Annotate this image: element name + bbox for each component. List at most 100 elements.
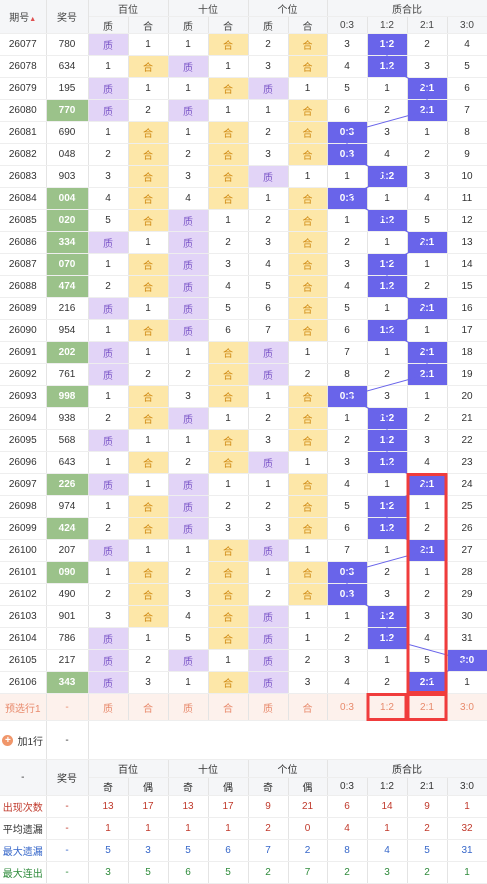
prediction-cell-0[interactable]: 质 [88,693,129,721]
position-cell: 4 [168,605,209,628]
table-row[interactable]: 26106 343 质 3 1 合质 3 4 2 2:1 1 [0,671,487,694]
ratio-cell-3: 31 [447,627,487,650]
ratio-cell-3: 20 [447,385,487,408]
position-cell: 1 [88,55,129,78]
issue-cell: 26080 [0,99,47,122]
hundreds-header: 百位 [88,0,169,17]
ratio-cell-0: 1 [327,605,368,628]
position-cell: 质 [168,297,209,320]
stats-value: 2 [327,861,368,884]
ratio-cell-3: 19 [447,363,487,386]
ratio-cell-2: 3 [407,55,448,78]
prediction-cell-7[interactable]: 1:2 [367,693,408,721]
table-row[interactable]: 26078 634 1 合质 1 3 合 4 1:2 3 5 [0,55,487,78]
table-row[interactable]: 26094 938 2 合质 1 2 合 1 1:2 2 21 [0,407,487,430]
ratio-cell-1: 1:2 [367,429,408,452]
table-row[interactable]: 26082 048 2 合 2 合 3 合 0:3 4 2 9 [0,143,487,166]
table-row[interactable]: 26089 216 质 1 质 5 6 合 5 1 2:1 16 [0,297,487,320]
issue-cell: 26096 [0,451,47,474]
table-row[interactable]: 26091 202 质 1 1 合质 1 7 1 2:1 18 [0,341,487,364]
table-row[interactable]: 26103 901 3 合 4 合质 1 1 1:2 3 30 [0,605,487,628]
sort-icon[interactable]: ▲ [29,16,37,23]
position-cell: 2 [288,649,328,672]
stats-sub-4: 奇 [248,777,289,796]
prediction-cell-1[interactable]: 合 [128,693,169,721]
position-cell: 1 [288,77,328,100]
position-cell: 质 [88,627,129,650]
table-row[interactable]: 26081 690 1 合 1 合 2 合 0:3 3 1 8 [0,121,487,144]
ratio-cell-1: 1:2 [367,275,408,298]
table-row[interactable]: 26077 780 质 1 1 合 2 合 3 1:2 2 4 [0,33,487,56]
table-row[interactable]: 26093 998 1 合 3 合 1 合 0:3 3 1 20 [0,385,487,408]
prediction-cell-8[interactable]: 2:1 [407,693,448,721]
stats-sub-0: 奇 [88,777,129,796]
table-row[interactable]: 26097 226 质 1 质 1 1 合 4 1 2:1 24 [0,473,487,496]
position-cell: 1 [288,165,328,188]
prediction-cell-9[interactable]: 3:0 [447,693,487,721]
ratio-cell-0: 1 [327,209,368,232]
position-cell: 2 [128,649,169,672]
ratio-cell-3: 27 [447,539,487,562]
position-cell: 合 [288,495,328,518]
table-row[interactable]: 26084 004 4 合 4 合 1 合 0:3 1 4 11 [0,187,487,210]
table-row[interactable]: 26098 974 1 合质 2 2 合 5 1:2 1 25 [0,495,487,518]
position-cell: 质 [248,77,289,100]
table-row[interactable]: 26083 903 3 合 3 合质 1 1 1:2 3 10 [0,165,487,188]
table-row[interactable]: 26080 770 质 2 质 1 1 合 6 2 2:1 7 [0,99,487,122]
table-row[interactable]: 26092 761 质 2 2 合质 2 8 2 2:1 19 [0,363,487,386]
prediction-cell-6[interactable]: 0:3 [327,693,368,721]
stats-value: 1 [447,861,487,884]
position-cell: 合 [128,253,169,276]
ratio-cell-1: 1 [367,297,408,320]
issue-header[interactable]: 期号▲ [0,0,47,34]
issue-cell: 26097 [0,473,47,496]
stats-value: 9 [248,795,289,818]
ratio-cell-3: 29 [447,583,487,606]
position-cell: 3 [88,165,129,188]
table-row[interactable]: 26104 786 质 1 5 合质 1 2 1:2 4 31 [0,627,487,650]
position-cell: 4 [248,253,289,276]
table-row[interactable]: 26088 474 2 合质 4 5 合 4 1:2 2 15 [0,275,487,298]
prediction-cell-3[interactable]: 合 [208,693,249,721]
add-row-button[interactable]: + 加1行 [2,733,43,748]
table-row[interactable]: 26101 090 1 合 2 合 1 合 0:3 2 1 28 [0,561,487,584]
table-row[interactable]: 26105 217 质 2 质 1 质 2 3 1 5 3:0 [0,649,487,672]
ratio-cell-3: 4 [447,33,487,56]
prediction-cell-5[interactable]: 合 [288,693,328,721]
table-row[interactable]: 26096 643 1 合 2 合质 1 3 1:2 4 23 [0,451,487,474]
prediction-cell-2[interactable]: 质 [168,693,209,721]
table-row[interactable]: 26086 334 质 1 质 2 3 合 2 1 2:1 13 [0,231,487,254]
position-cell: 2 [168,143,209,166]
prediction-label[interactable]: 预选行1 [0,693,47,721]
prediction-cell-4[interactable]: 质 [248,693,289,721]
table-row[interactable]: 26102 490 2 合 3 合 2 合 0:3 3 2 29 [0,583,487,606]
table-row[interactable]: 26085 020 5 合质 1 2 合 1 1:2 5 12 [0,209,487,232]
ratio-cell-1: 1:2 [367,165,408,188]
table-row[interactable]: 26099 424 2 合质 3 3 合 6 1:2 2 26 [0,517,487,540]
table-row[interactable]: 26090 954 1 合质 6 7 合 6 1:2 1 17 [0,319,487,342]
ratio-cell-0: 8 [327,363,368,386]
position-cell: 合 [128,407,169,430]
table-row[interactable]: 26079 195 质 1 1 合质 1 5 1 2:1 6 [0,77,487,100]
position-cell: 1 [88,451,129,474]
table-row[interactable]: 26100 207 质 1 1 合质 1 7 1 2:1 27 [0,539,487,562]
table-row[interactable]: 26087 070 1 合质 3 4 合 3 1:2 1 14 [0,253,487,276]
ratio-cell-3: 25 [447,495,487,518]
number-cell: 901 [46,605,89,628]
ratio-cell-0: 5 [327,77,368,100]
position-cell: 1 [248,99,289,122]
position-cell: 质 [168,319,209,342]
add-row-cell[interactable]: + 加1行 [0,720,47,760]
position-cell: 3 [168,385,209,408]
ratio-cell-1: 1 [367,341,408,364]
position-cell: 4 [168,187,209,210]
ratio-cell-1: 1:2 [367,407,408,430]
position-cell: 合 [288,55,328,78]
ratio-cell-2: 2:1 [407,341,448,364]
number-cell: 786 [46,627,89,650]
ratio-cell-0: 2 [327,231,368,254]
position-cell: 质 [248,341,289,364]
table-row[interactable]: 26095 568 质 1 1 合 3 合 2 1:2 3 22 [0,429,487,452]
ratio-cell-1: 3 [367,385,408,408]
position-cell: 质 [168,99,209,122]
